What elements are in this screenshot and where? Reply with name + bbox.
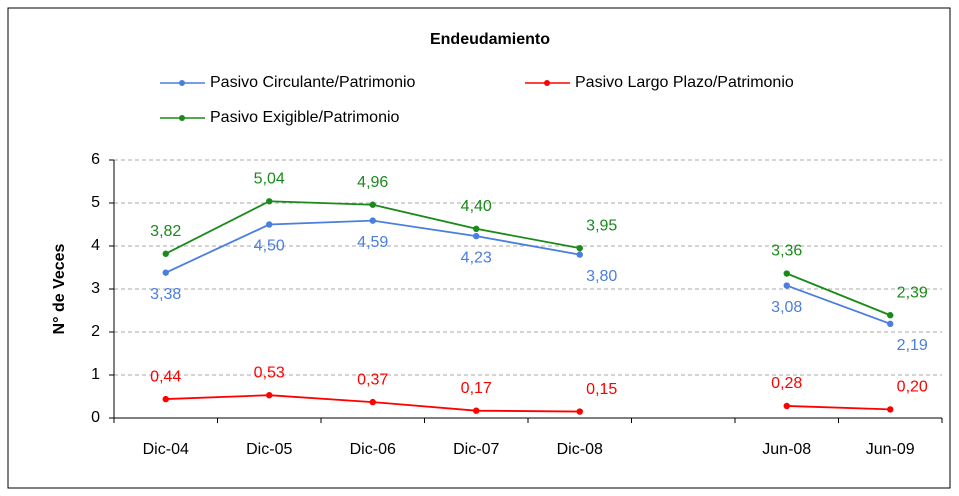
point bbox=[887, 406, 894, 413]
chart-frame bbox=[7, 7, 951, 489]
y-tick-label: 6 bbox=[91, 151, 100, 168]
value-label: 0,17 bbox=[461, 380, 492, 397]
x-tick-label: Jun-08 bbox=[762, 441, 811, 458]
point bbox=[369, 398, 376, 406]
point bbox=[266, 221, 273, 228]
point bbox=[266, 198, 273, 205]
y-tick-label: 4 bbox=[91, 237, 100, 254]
point bbox=[576, 244, 583, 252]
point bbox=[369, 201, 376, 208]
legend-label: Pasivo Largo Plazo/Patrimonio bbox=[575, 74, 794, 91]
point bbox=[473, 407, 480, 414]
y-tick-label: 1 bbox=[91, 366, 100, 383]
value-label: 5,04 bbox=[254, 170, 285, 187]
value-label: 0,15 bbox=[586, 381, 617, 398]
value-label: 3,95 bbox=[586, 217, 617, 234]
point bbox=[887, 320, 894, 328]
y-tick-label: 2 bbox=[91, 323, 100, 340]
value-label: 3,36 bbox=[771, 243, 802, 260]
x-tick-label: Dic-08 bbox=[557, 441, 603, 458]
point bbox=[162, 250, 169, 257]
y-tick-label: 5 bbox=[91, 194, 100, 211]
value-label: 3,82 bbox=[150, 223, 181, 240]
legend-label: Pasivo Circulante/Patrimonio bbox=[210, 74, 416, 91]
value-label: 0,28 bbox=[771, 375, 802, 392]
value-label: 4,50 bbox=[254, 238, 285, 255]
y-axis-label: N° de Veces bbox=[51, 243, 68, 334]
x-tick-label: Dic-06 bbox=[350, 441, 396, 458]
value-label: 0,37 bbox=[357, 371, 388, 388]
point bbox=[783, 402, 790, 410]
point bbox=[473, 232, 480, 240]
point bbox=[576, 408, 583, 415]
legend-marker bbox=[179, 80, 185, 86]
value-label: 2,19 bbox=[897, 337, 928, 354]
point bbox=[783, 282, 790, 289]
value-label: 3,80 bbox=[586, 268, 617, 285]
value-label: 4,40 bbox=[461, 198, 492, 215]
value-label: 3,38 bbox=[150, 286, 181, 303]
legend-label: Pasivo Exigible/Patrimonio bbox=[210, 109, 400, 126]
x-tick-label: Dic-07 bbox=[453, 441, 499, 458]
value-label: 0,44 bbox=[150, 368, 181, 385]
x-tick-label: Jun-09 bbox=[866, 441, 915, 458]
value-label: 3,08 bbox=[771, 299, 802, 316]
chart-title: Endeudamiento bbox=[430, 31, 550, 48]
value-label: 4,96 bbox=[357, 174, 388, 191]
value-label: 4,59 bbox=[357, 234, 388, 251]
legend-marker bbox=[179, 115, 185, 121]
y-tick-label: 0 bbox=[91, 409, 100, 426]
value-label: 2,39 bbox=[897, 284, 928, 301]
value-label: 0,53 bbox=[254, 364, 285, 381]
point bbox=[369, 217, 376, 224]
point bbox=[473, 225, 480, 232]
x-tick-label: Dic-05 bbox=[246, 441, 292, 458]
point bbox=[887, 312, 894, 319]
value-label: 0,20 bbox=[897, 379, 928, 396]
y-tick-label: 3 bbox=[91, 280, 100, 297]
point bbox=[783, 270, 790, 277]
point bbox=[162, 395, 169, 403]
point bbox=[576, 251, 583, 258]
point bbox=[162, 269, 169, 276]
value-label: 4,23 bbox=[461, 249, 492, 266]
x-tick-label: Dic-04 bbox=[143, 441, 189, 458]
legend-marker bbox=[544, 80, 550, 86]
point bbox=[266, 392, 273, 399]
